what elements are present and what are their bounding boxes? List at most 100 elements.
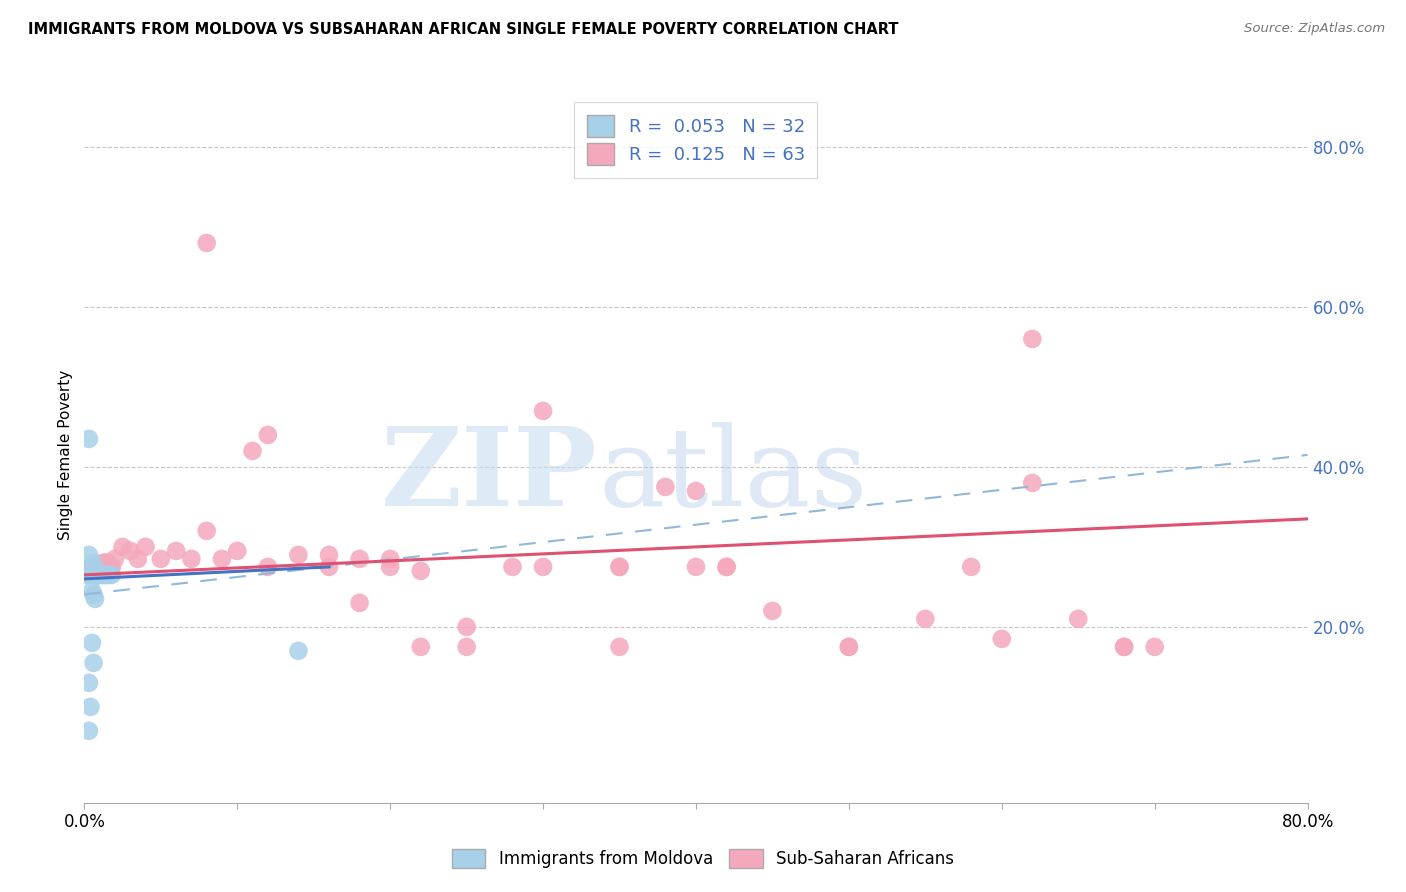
Point [80, 583, 103, 598]
Point [83, 567, 105, 582]
Point [165, 544, 187, 558]
Point [91, 556, 114, 570]
Point [91, 567, 114, 582]
Y-axis label: Single Female Poverty: Single Female Poverty [58, 370, 73, 540]
Point [84, 567, 107, 582]
Point [838, 640, 860, 654]
Point [991, 632, 1014, 646]
Point [226, 544, 249, 558]
Point [287, 548, 309, 562]
Text: IMMIGRANTS FROM MOLDOVA VS SUBSAHARAN AFRICAN SINGLE FEMALE POVERTY CORRELATION : IMMIGRANTS FROM MOLDOVA VS SUBSAHARAN AF… [28, 22, 898, 37]
Point [257, 560, 280, 574]
Point [90, 560, 112, 574]
Point [76, 567, 98, 582]
Point [90, 567, 112, 582]
Point [77, 676, 100, 690]
Point [79, 567, 101, 582]
Point [127, 552, 149, 566]
Point [180, 552, 202, 566]
Point [1114, 640, 1136, 654]
Point [80, 564, 103, 578]
Point [97, 567, 120, 582]
Point [654, 480, 676, 494]
Point [914, 612, 936, 626]
Text: Source: ZipAtlas.com: Source: ZipAtlas.com [1244, 22, 1385, 36]
Point [87, 560, 110, 574]
Point [409, 640, 432, 654]
Point [84, 564, 107, 578]
Point [84, 567, 107, 582]
Point [104, 552, 127, 566]
Point [135, 540, 157, 554]
Point [94, 567, 117, 582]
Point [1021, 475, 1043, 490]
Point [80, 636, 103, 650]
Point [87, 567, 110, 582]
Point [83, 556, 105, 570]
Point [1143, 640, 1166, 654]
Point [77, 567, 100, 582]
Point [349, 596, 371, 610]
Point [77, 723, 100, 738]
Point [242, 444, 264, 458]
Point [349, 552, 371, 566]
Point [195, 524, 218, 538]
Point [318, 560, 340, 574]
Point [83, 567, 105, 582]
Point [96, 567, 118, 582]
Point [531, 560, 554, 574]
Point [456, 620, 478, 634]
Point [287, 644, 309, 658]
Legend: R =  0.053   N = 32, R =  0.125   N = 63: R = 0.053 N = 32, R = 0.125 N = 63 [575, 103, 817, 178]
Point [531, 404, 554, 418]
Point [609, 640, 631, 654]
Point [380, 560, 402, 574]
Text: atlas: atlas [598, 422, 868, 529]
Point [409, 564, 432, 578]
Point [93, 567, 115, 582]
Point [84, 567, 107, 582]
Point [1021, 332, 1043, 346]
Point [761, 604, 783, 618]
Point [101, 560, 124, 574]
Point [87, 567, 110, 582]
Point [111, 540, 134, 554]
Point [80, 567, 103, 582]
Point [93, 556, 115, 570]
Point [609, 560, 631, 574]
Point [84, 591, 107, 606]
Point [211, 552, 233, 566]
Point [79, 560, 101, 574]
Point [86, 567, 108, 582]
Point [89, 567, 111, 582]
Point [1067, 612, 1090, 626]
Point [257, 428, 280, 442]
Point [1114, 640, 1136, 654]
Point [609, 560, 631, 574]
Point [77, 548, 100, 562]
Point [380, 552, 402, 566]
Point [86, 567, 108, 582]
Point [89, 567, 111, 582]
Point [80, 567, 103, 582]
Point [685, 560, 707, 574]
Point [83, 656, 105, 670]
Point [195, 235, 218, 250]
Point [101, 567, 124, 582]
Point [86, 567, 108, 582]
Point [97, 560, 120, 574]
Point [79, 699, 101, 714]
Point [77, 432, 100, 446]
Point [149, 552, 172, 566]
Point [83, 588, 105, 602]
Legend: Immigrants from Moldova, Sub-Saharan Africans: Immigrants from Moldova, Sub-Saharan Afr… [446, 842, 960, 875]
Point [98, 560, 121, 574]
Text: ZIP: ZIP [381, 422, 598, 529]
Point [86, 564, 108, 578]
Point [318, 548, 340, 562]
Point [120, 544, 142, 558]
Point [89, 560, 111, 574]
Point [716, 560, 738, 574]
Point [960, 560, 983, 574]
Point [456, 640, 478, 654]
